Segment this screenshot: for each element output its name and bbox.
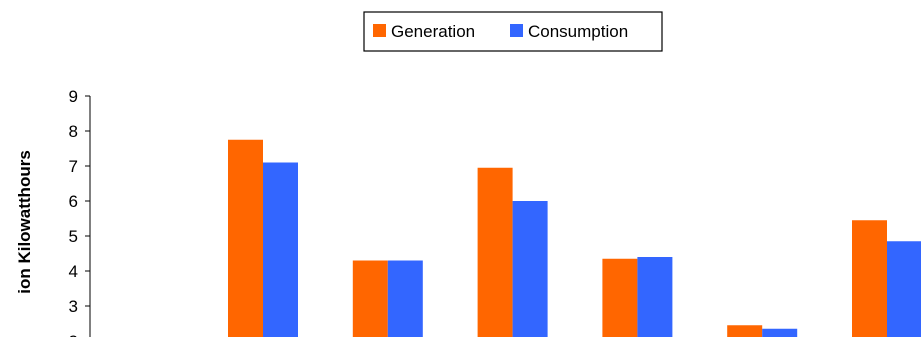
y-tick-label: 4 <box>69 262 78 281</box>
bar-consumption-2 <box>387 260 423 337</box>
y-tick-label: 5 <box>69 227 78 246</box>
y-tick-label: 3 <box>69 297 78 316</box>
bar-consumption-3 <box>512 201 548 337</box>
y-axis-title: ion Kilowatthours <box>15 150 34 294</box>
bar-generation-5 <box>727 325 763 337</box>
bar-generation-3 <box>477 167 513 337</box>
bar-consumption-6 <box>887 241 921 337</box>
y-tick-label: 2 <box>69 332 78 337</box>
y-tick-label: 8 <box>69 122 78 141</box>
legend-swatch-generation <box>373 24 386 37</box>
bar-generation-4 <box>602 258 638 337</box>
bar-generation-1 <box>228 139 263 337</box>
legend: Generation Consumption <box>363 11 663 52</box>
bars <box>228 139 921 337</box>
bar-generation-2 <box>352 260 388 337</box>
bar-consumption-4 <box>637 257 673 337</box>
bar-generation-6 <box>852 220 887 337</box>
y-axis-ticks: 2 3 4 5 6 7 8 9 <box>69 87 90 337</box>
bar-consumption-5 <box>762 328 798 337</box>
y-tick-label: 6 <box>69 192 78 211</box>
legend-label-generation: Generation <box>391 22 475 41</box>
legend-swatch-consumption <box>510 24 523 37</box>
bar-consumption-1 <box>263 162 298 337</box>
y-tick-label: 7 <box>69 157 78 176</box>
y-tick-label: 9 <box>69 87 78 106</box>
legend-label-consumption: Consumption <box>528 22 628 41</box>
